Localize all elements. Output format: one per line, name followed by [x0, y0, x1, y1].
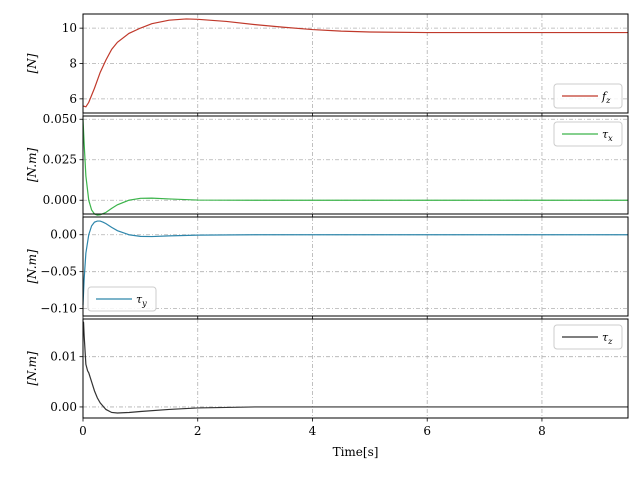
series-line-f_z	[82, 18, 628, 108]
y-axis-label: [N.m]	[25, 249, 39, 284]
x-axis-label: Time[s]	[333, 445, 379, 459]
y-axis-label: [N]	[25, 53, 39, 73]
x-tick-label: 8	[538, 424, 546, 438]
x-tick-label: 2	[194, 424, 202, 438]
y-tick-label: 6	[69, 92, 77, 106]
legend: τy	[87, 286, 157, 312]
y-axis-label: [N.m]	[25, 148, 39, 183]
axes-frame	[82, 115, 629, 215]
chart-panel-2: 0.000 0.025 0.050 [N.m] τx	[25, 112, 629, 218]
y-tick-label: 0.00	[50, 228, 77, 242]
chart-panel-4: 0.00 0.01 0 2 4 6 8 [N.m] Time[s] τz	[25, 318, 629, 459]
y-tick-label: 0.000	[43, 193, 77, 207]
axes-frame	[82, 318, 629, 419]
legend: τz	[553, 324, 623, 350]
y-tick-label: 0.01	[50, 350, 77, 364]
legend: τx	[553, 121, 623, 147]
chart-panel-3: −0.10 −0.05 0.00 [N.m] τy	[25, 216, 629, 320]
legend-label: τz	[602, 331, 613, 346]
x-tick-label: 4	[309, 424, 317, 438]
x-tick-label: 0	[79, 424, 87, 438]
series-line-tau_x	[82, 119, 628, 216]
series-line-tau_y	[82, 220, 628, 305]
y-axis-label: [N.m]	[25, 351, 39, 386]
y-tick-label: 0.050	[43, 112, 77, 126]
y-tick-label: −0.05	[40, 265, 77, 279]
legend-label: τx	[602, 128, 613, 143]
x-tick-label: 6	[423, 424, 431, 438]
axes-frame	[82, 216, 629, 317]
y-tick-label: 0.025	[43, 153, 77, 167]
series-line-tau_z	[82, 321, 628, 414]
y-tick-label: 10	[62, 21, 77, 35]
y-tick-label: 0.00	[50, 400, 77, 414]
legend: fz	[553, 83, 623, 109]
y-tick-label: −0.10	[40, 302, 77, 316]
chart-panel-1: 6 8 10 [N] fz	[25, 13, 629, 117]
legend-label: fz	[601, 90, 611, 105]
legend-label: τy	[136, 293, 147, 308]
y-tick-label: 8	[69, 57, 77, 71]
